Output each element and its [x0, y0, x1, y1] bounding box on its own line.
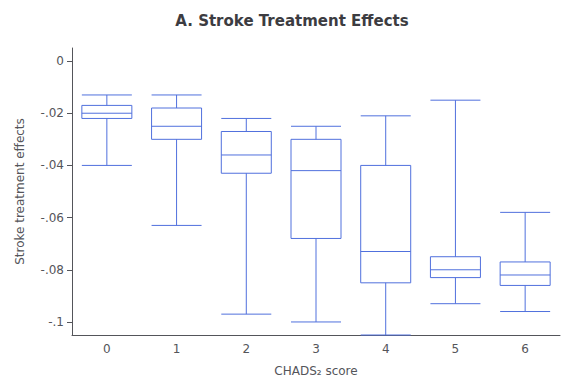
svg-text:1: 1 [173, 342, 181, 356]
svg-text:3: 3 [312, 342, 320, 356]
svg-text:CHADS₂ score: CHADS₂ score [274, 364, 357, 378]
svg-text:5: 5 [452, 342, 460, 356]
svg-text:Stroke treatment effects: Stroke treatment effects [13, 118, 27, 265]
svg-text:0: 0 [103, 342, 111, 356]
svg-text:4: 4 [382, 342, 390, 356]
svg-text:A. Stroke Treatment Effects: A. Stroke Treatment Effects [175, 12, 408, 30]
svg-text:6: 6 [521, 342, 529, 356]
svg-text:-.1: -.1 [48, 315, 64, 329]
svg-text:-.04: -.04 [41, 158, 64, 172]
svg-text:-.08: -.08 [41, 263, 64, 277]
svg-text:0: 0 [56, 54, 64, 68]
svg-text:-.06: -.06 [41, 211, 64, 225]
svg-text:2: 2 [242, 342, 250, 356]
svg-text:-.02: -.02 [41, 106, 64, 120]
